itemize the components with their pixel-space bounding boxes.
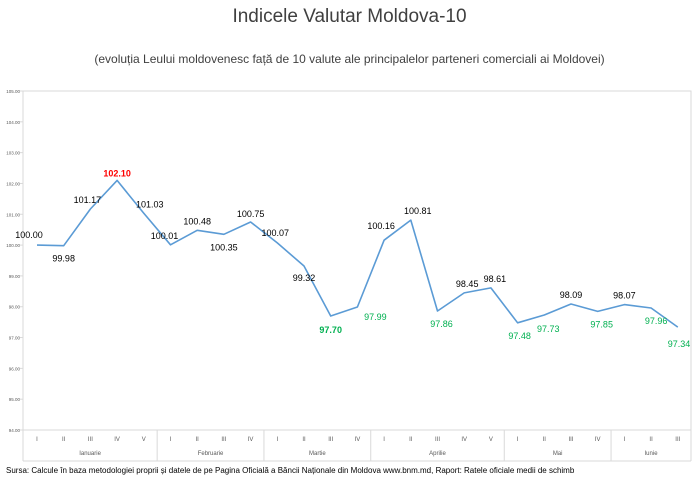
data-label: 100.00	[15, 230, 43, 240]
data-label: 97.86	[430, 319, 453, 329]
y-tick-label: 98.00	[9, 305, 21, 310]
data-label: 100.81	[404, 206, 432, 216]
x-week-label: II	[409, 437, 413, 443]
x-week-label: I	[36, 437, 38, 443]
x-week-label: III	[88, 437, 93, 443]
x-week-label: III	[328, 437, 333, 443]
y-tick-label: 95.00	[9, 397, 21, 402]
x-week-label: III	[435, 437, 440, 443]
y-tick-label: 99.00	[9, 274, 21, 279]
x-month-label: Februarie	[198, 451, 224, 457]
chart-title: Indicele Valutar Moldova-10	[232, 6, 467, 27]
data-label: 97.34	[668, 339, 691, 349]
plot-area	[22, 90, 692, 431]
data-label: 100.75	[237, 209, 265, 219]
data-label: 97.96	[645, 316, 668, 326]
x-week-label: III	[221, 437, 226, 443]
x-week-label: IV	[114, 437, 120, 443]
y-tick-label: 103.00	[6, 151, 20, 156]
data-label: 100.35	[210, 242, 238, 252]
data-label: 100.07	[262, 228, 290, 238]
x-week-label: V	[142, 437, 146, 443]
source-note: Sursa: Calcule în baza metodologiei prop…	[6, 466, 575, 475]
x-week-label: I	[624, 437, 626, 443]
y-tick-label: 104.00	[6, 120, 20, 125]
x-week-label: I	[383, 437, 385, 443]
y-tick-label: 105.00	[6, 89, 20, 94]
x-week-label: III	[675, 437, 680, 443]
x-month-label: Iunie	[645, 451, 659, 457]
data-label: 98.45	[456, 279, 479, 289]
y-tick-label: 94.00	[9, 428, 21, 433]
data-label: 102.10	[103, 168, 131, 178]
x-week-label: I	[517, 437, 519, 443]
data-label: 99.32	[293, 273, 316, 283]
data-label: 98.61	[484, 274, 507, 284]
x-week-label: V	[489, 437, 493, 443]
x-week-label: II	[196, 437, 200, 443]
data-label: 100.16	[367, 221, 395, 231]
data-label: 99.98	[52, 254, 75, 264]
x-month-label: Mai	[553, 451, 563, 457]
x-month-label: Aprilie	[429, 451, 446, 457]
x-week-label: I	[170, 437, 172, 443]
x-week-label: IV	[461, 437, 467, 443]
data-label: 97.48	[508, 331, 531, 341]
data-label: 97.85	[590, 319, 613, 329]
x-month-label: Ianuarie	[79, 451, 101, 457]
x-week-label: II	[649, 437, 653, 443]
x-week-label: II	[543, 437, 547, 443]
x-week-label: II	[302, 437, 306, 443]
x-week-label: II	[62, 437, 66, 443]
y-tick-label: 96.00	[9, 366, 21, 371]
data-label: 100.48	[183, 216, 211, 226]
data-label: 97.99	[364, 312, 387, 322]
y-tick-label: 102.00	[6, 181, 20, 186]
data-label: 97.73	[537, 324, 560, 334]
x-week-label: III	[568, 437, 573, 443]
data-label: 98.09	[560, 290, 583, 300]
x-week-label: I	[276, 437, 278, 443]
data-label: 97.70	[319, 325, 342, 335]
x-month-label: Martie	[309, 451, 326, 457]
x-week-label: IV	[355, 437, 361, 443]
data-label: 101.17	[74, 195, 102, 205]
data-label: 101.03	[136, 199, 164, 209]
y-tick-label: 101.00	[6, 212, 20, 217]
y-tick-label: 100.00	[6, 243, 20, 248]
data-label: 100.01	[151, 231, 179, 241]
data-label: 98.07	[613, 291, 636, 301]
series-line	[36, 179, 679, 328]
x-week-label: IV	[248, 437, 254, 443]
y-tick-label: 97.00	[9, 336, 21, 341]
x-week-label: IV	[595, 437, 601, 443]
chart-subtitle: (evoluția Leului moldovenesc față de 10 …	[94, 52, 605, 66]
